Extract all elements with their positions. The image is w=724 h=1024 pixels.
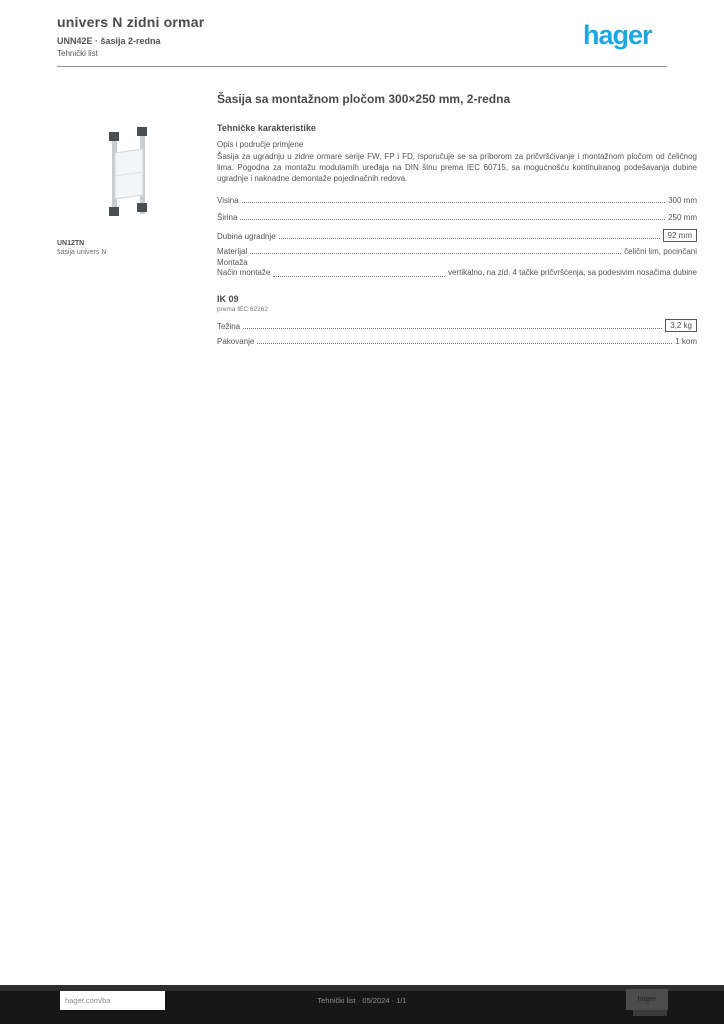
spec-value-boxed: 92 mm xyxy=(662,229,697,242)
product-caption-ref: UN12TN xyxy=(57,240,85,247)
spec-row-weight: Težina 3,2 kg xyxy=(217,319,697,332)
footer-bar-top xyxy=(0,985,724,991)
spec-label: Širina xyxy=(217,213,238,222)
dotted-leader xyxy=(243,328,663,329)
spec-value: 250 mm xyxy=(668,213,697,222)
intro-text: Šasija za ugradnju u zidne ormare serije… xyxy=(217,152,697,183)
spec-row-height: Visina 300 mm xyxy=(217,196,697,205)
spec-row-depth: Dubina ugradnje 92 mm xyxy=(217,229,697,242)
spec-row-mounting: Način montaže vertikalno, na zid, 4 tačk… xyxy=(217,268,697,279)
spec-label: Način montaže xyxy=(217,268,271,277)
mounting-label: Montaža xyxy=(217,258,248,267)
spec-value: 1 kom xyxy=(675,337,697,346)
spec-value: vertikalno, na zid, 4 tačke pričvršćenja… xyxy=(447,268,697,277)
product-image xyxy=(100,123,158,223)
header-doc-type: Tehnički list xyxy=(57,49,98,58)
dotted-leader xyxy=(257,343,673,344)
spec-value: čelični lim, pocinčani xyxy=(624,247,697,256)
footer-website-link[interactable]: hager.com/ba xyxy=(65,996,111,1005)
spec-label: Visina xyxy=(217,196,239,205)
hager-logo-footer: hager xyxy=(626,989,668,1010)
spec-label: Težina xyxy=(217,322,241,331)
rating-note: prema IEC 62262 xyxy=(217,306,268,313)
dotted-leader xyxy=(250,253,622,254)
hager-logo-footer-tab xyxy=(633,1010,667,1016)
spec-label: Materijal xyxy=(217,247,248,256)
hager-logo: hager xyxy=(583,20,653,50)
spec-label: Pakovanje xyxy=(217,337,255,346)
hager-logo-footer-text: hager xyxy=(637,996,657,1003)
header-product-title: univers N zidni ormar xyxy=(57,14,205,30)
chassis-illustration xyxy=(109,127,147,216)
product-title: Šasija sa montažnom pločom 300×250 mm, 2… xyxy=(217,92,511,106)
footer-website-box: hager.com/ba xyxy=(60,991,165,1010)
dotted-leader xyxy=(241,202,666,203)
spec-value-boxed: 3,2 kg xyxy=(665,319,697,332)
header-divider xyxy=(57,66,667,67)
dotted-leader xyxy=(240,219,666,220)
section-heading-technical: Tehničke karakteristike xyxy=(217,123,316,133)
spec-row-width: Širina 250 mm xyxy=(217,213,697,222)
rating-value: IK 09 xyxy=(217,294,239,304)
spec-label: Dubina ugradnje xyxy=(217,232,276,241)
dotted-leader xyxy=(273,276,445,277)
intro-label: Opis i područje primjene xyxy=(217,140,304,149)
spec-row-packaging: Pakovanje 1 kom xyxy=(217,337,697,346)
dotted-leader xyxy=(278,238,660,239)
spec-value: 300 mm xyxy=(668,196,697,205)
spec-row-material: Materijal čelični lim, pocinčani xyxy=(217,247,697,256)
product-caption-desc: šasija univers N xyxy=(57,249,107,256)
header-subtitle: UNN42E · šasija 2-redna xyxy=(57,36,161,46)
footer-center-text: Tehnički list · 05/2024 · 1/1 xyxy=(317,996,407,1005)
